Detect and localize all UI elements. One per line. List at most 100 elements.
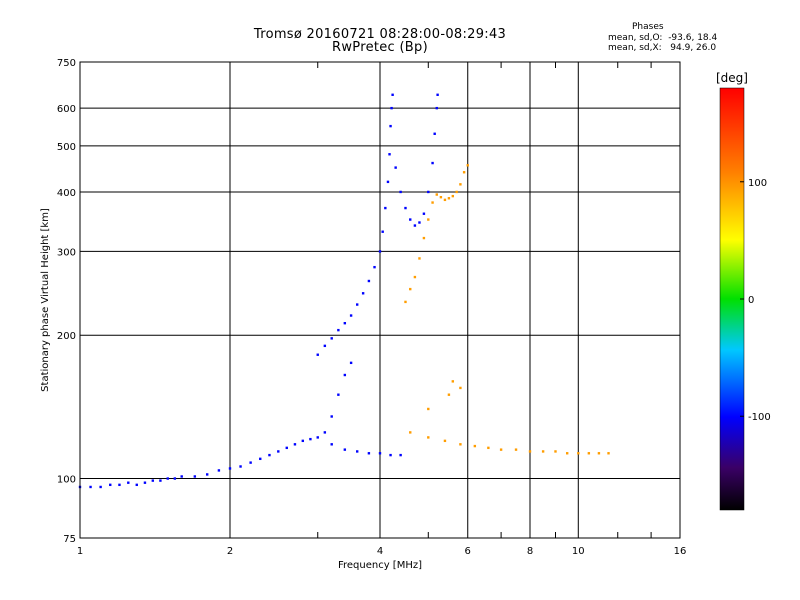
- data-point-o: [259, 457, 262, 461]
- data-point-o: [159, 479, 162, 482]
- data-point-o: [378, 452, 382, 455]
- data-point-o: [378, 250, 382, 253]
- data-point-x: [427, 407, 430, 411]
- data-point-o: [355, 303, 359, 306]
- data-point-x: [554, 450, 557, 453]
- data-point-o: [391, 93, 394, 96]
- data-point-o: [381, 230, 384, 233]
- data-point-x: [499, 448, 503, 451]
- data-point-x: [422, 236, 426, 240]
- data-point-o: [367, 279, 371, 283]
- y-tick-label: 500: [57, 142, 76, 153]
- data-point-o: [151, 479, 155, 482]
- data-point-x: [409, 431, 412, 434]
- data-point-o: [301, 439, 305, 443]
- data-point-x: [466, 164, 469, 167]
- data-point-o: [355, 450, 359, 453]
- data-point-o: [239, 465, 242, 468]
- data-point-x: [431, 201, 434, 204]
- data-point-x: [418, 257, 421, 260]
- phases-title: Phases: [632, 22, 664, 32]
- data-point-o: [316, 353, 319, 356]
- data-point-o: [337, 328, 340, 332]
- data-point-o: [330, 337, 333, 340]
- data-point-x: [451, 194, 455, 198]
- data-point-o: [343, 448, 347, 451]
- grid: [80, 62, 680, 538]
- data-point-o: [349, 314, 353, 317]
- colorbar-label: [deg]: [716, 71, 748, 85]
- data-point-o: [118, 483, 121, 487]
- data-point-x: [459, 183, 462, 186]
- data-point-x: [459, 386, 462, 390]
- data-point-x: [427, 436, 430, 439]
- y-tick-label: 400: [57, 188, 76, 199]
- data-point-x: [577, 452, 580, 455]
- data-point-o: [399, 190, 402, 194]
- data-point-x: [451, 380, 455, 383]
- y-tick-label: 600: [57, 104, 76, 115]
- data-point-x: [404, 300, 407, 304]
- data-point-o: [268, 453, 271, 457]
- data-point-o: [293, 443, 297, 446]
- data-point-o: [388, 153, 391, 156]
- data-point-o: [228, 467, 232, 470]
- data-point-o: [249, 461, 252, 464]
- data-point-x: [443, 198, 447, 202]
- data-point-o: [418, 221, 421, 224]
- data-point-o: [89, 485, 92, 489]
- data-point-o: [427, 190, 430, 194]
- y-tick-label: 100: [57, 475, 76, 486]
- x-tick-label: 16: [674, 546, 687, 557]
- data-point-x: [427, 218, 430, 221]
- colorbar-tick-label: 0: [748, 295, 754, 306]
- data-point-x: [435, 193, 438, 196]
- data-point-x: [455, 190, 458, 194]
- x-tick-label: 1: [77, 546, 83, 557]
- data-point-o: [384, 206, 387, 210]
- data-point-o: [361, 292, 365, 295]
- data-point-o: [367, 452, 371, 455]
- x-axis-label: Frequency [MHz]: [338, 560, 422, 571]
- x-tick-label: 10: [572, 546, 585, 557]
- chart-subtitle: RwPretec (Bp): [332, 40, 428, 55]
- x-tick-label: 6: [465, 546, 471, 557]
- data-point-o: [316, 436, 319, 439]
- data-point-o: [127, 481, 130, 484]
- data-point-x: [409, 287, 412, 291]
- data-point-x: [439, 195, 443, 199]
- data-point-o: [217, 469, 221, 472]
- data-point-o: [349, 361, 353, 365]
- data-point-x: [443, 439, 447, 443]
- data-point-x: [413, 275, 417, 279]
- data-point-o: [309, 437, 312, 441]
- x-tick-label: 4: [377, 546, 383, 557]
- data-point-x: [459, 443, 462, 446]
- data-point-o: [343, 321, 347, 325]
- data-point-o: [435, 106, 438, 110]
- phases-x-stats: mean, sd,X: 94.9, 26.0: [608, 43, 717, 53]
- y-tick-label: 750: [57, 58, 76, 69]
- data-point-o: [389, 124, 392, 128]
- data-point-o: [193, 475, 197, 478]
- data-point-o: [422, 212, 426, 215]
- y-tick-label: 300: [57, 247, 76, 258]
- data-point-o: [431, 161, 434, 165]
- data-point-o: [330, 443, 333, 446]
- axis-ticks: 1 2 4 6 8 10 16 75 100 200 300 400 500 600 750: [57, 58, 686, 557]
- plot-frame: [79, 61, 681, 539]
- x-tick-label: 2: [227, 546, 233, 557]
- data-point-o: [180, 475, 183, 478]
- data-point-x: [528, 450, 532, 453]
- data-point-o: [205, 473, 209, 476]
- data-point-o: [394, 166, 397, 169]
- data-point-o: [386, 180, 390, 184]
- data-point-o: [109, 483, 112, 487]
- colorbar-tick-label: 100: [748, 178, 767, 189]
- data-point-o: [285, 446, 288, 450]
- chart-title: Tromsø 20160721 08:28:00-08:29:43: [253, 27, 507, 42]
- data-point-o: [143, 481, 147, 484]
- data-point-o: [337, 393, 340, 396]
- data-point-o: [433, 132, 436, 135]
